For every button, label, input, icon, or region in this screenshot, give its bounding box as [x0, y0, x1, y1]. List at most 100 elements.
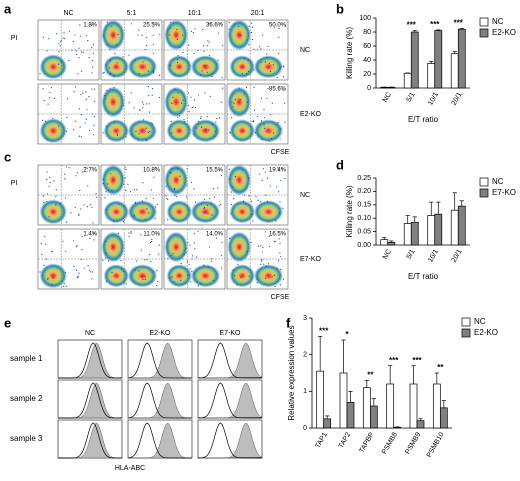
- density-blob: [101, 86, 125, 118]
- event-dot: [278, 169, 280, 171]
- event-dot: [274, 285, 276, 287]
- event-dot: [141, 101, 144, 103]
- significance: ***: [412, 356, 422, 365]
- event-dot: [156, 269, 158, 272]
- event-dot: [261, 179, 263, 182]
- gate-percent: 1.8%: [83, 23, 97, 29]
- event-dot: [245, 72, 248, 75]
- event-dot: [191, 255, 194, 257]
- event-dot: [192, 31, 195, 34]
- event-dot: [87, 206, 89, 208]
- x-tick-label: 10/1: [427, 91, 440, 106]
- event-dot: [200, 126, 203, 128]
- event-dot: [196, 127, 198, 129]
- event-dot: [129, 191, 132, 193]
- event-dot: [64, 272, 67, 274]
- legend-swatch: [479, 177, 489, 187]
- event-dot: [109, 88, 111, 90]
- event-dot: [62, 240, 64, 242]
- event-dot: [280, 255, 282, 258]
- event-dot: [41, 119, 44, 121]
- event-dot: [73, 91, 75, 93]
- event-dot: [232, 186, 234, 188]
- event-dot: [48, 38, 50, 40]
- event-dot: [250, 241, 252, 244]
- event-dot: [112, 220, 115, 222]
- event-dot: [145, 36, 147, 39]
- event-dot: [195, 256, 198, 258]
- event-dot: [137, 139, 139, 141]
- column-header: NC: [63, 10, 73, 17]
- event-dot: [44, 235, 46, 238]
- density-blob: [253, 264, 284, 288]
- event-dot: [240, 34, 242, 36]
- event-dot: [205, 128, 207, 130]
- event-dot: [92, 222, 94, 224]
- event-dot: [253, 86, 255, 88]
- event-dot: [148, 111, 151, 113]
- bar: [434, 213, 443, 246]
- event-dot: [72, 41, 75, 43]
- event-dot: [191, 107, 193, 109]
- event-dot: [187, 274, 189, 276]
- event-dot: [179, 115, 181, 117]
- event-dot: [208, 55, 211, 57]
- event-dot: [222, 45, 224, 47]
- event-dot: [230, 203, 232, 206]
- histogram-open: [58, 422, 122, 459]
- event-dot: [79, 24, 81, 26]
- event-dot: [176, 38, 178, 41]
- event-dot: [263, 127, 266, 129]
- event-dot: [147, 70, 149, 72]
- event-dot: [266, 177, 269, 179]
- event-dot: [45, 258, 48, 260]
- event-dot: [221, 77, 223, 79]
- event-dot: [153, 176, 155, 178]
- event-dot: [113, 86, 115, 88]
- y-tick-label: 0.10: [357, 215, 371, 222]
- event-dot: [142, 182, 144, 184]
- event-dot: [55, 33, 58, 35]
- event-dot: [261, 259, 263, 261]
- panel-letter: b: [336, 1, 344, 16]
- event-dot: [116, 134, 119, 136]
- event-dot: [93, 100, 96, 103]
- event-dot: [234, 176, 237, 178]
- event-dot: [75, 86, 77, 88]
- event-dot: [246, 101, 248, 103]
- event-dot: [169, 64, 171, 66]
- event-dot: [84, 122, 86, 124]
- event-dot: [136, 189, 138, 191]
- event-dot: [115, 44, 117, 46]
- event-dot: [280, 66, 282, 68]
- event-dot: [278, 238, 280, 240]
- event-dot: [280, 180, 282, 182]
- event-dot: [148, 103, 150, 105]
- event-dot: [109, 59, 112, 62]
- event-dot: [200, 282, 202, 284]
- event-dot: [285, 25, 287, 27]
- event-dot: [66, 98, 69, 100]
- panel-letter: d: [336, 157, 344, 172]
- event-dot: [128, 232, 130, 234]
- density-blob: [164, 164, 188, 196]
- event-dot: [208, 41, 210, 43]
- event-dot: [63, 282, 65, 285]
- event-dot: [74, 206, 76, 209]
- x-tick-label: 5/1: [406, 248, 417, 260]
- significance: ***: [407, 21, 417, 30]
- event-dot: [208, 22, 210, 25]
- event-dot: [251, 120, 253, 122]
- event-dot: [260, 97, 262, 99]
- event-dot: [269, 70, 272, 73]
- event-dot: [138, 133, 140, 135]
- event-dot: [78, 108, 80, 110]
- event-dot: [80, 94, 82, 96]
- event-dot: [65, 221, 68, 223]
- event-dot: [214, 135, 216, 137]
- y-tick-label: 1: [303, 388, 307, 395]
- event-dot: [42, 87, 44, 90]
- event-dot: [178, 275, 181, 277]
- event-dot: [204, 211, 206, 214]
- event-dot: [282, 65, 285, 67]
